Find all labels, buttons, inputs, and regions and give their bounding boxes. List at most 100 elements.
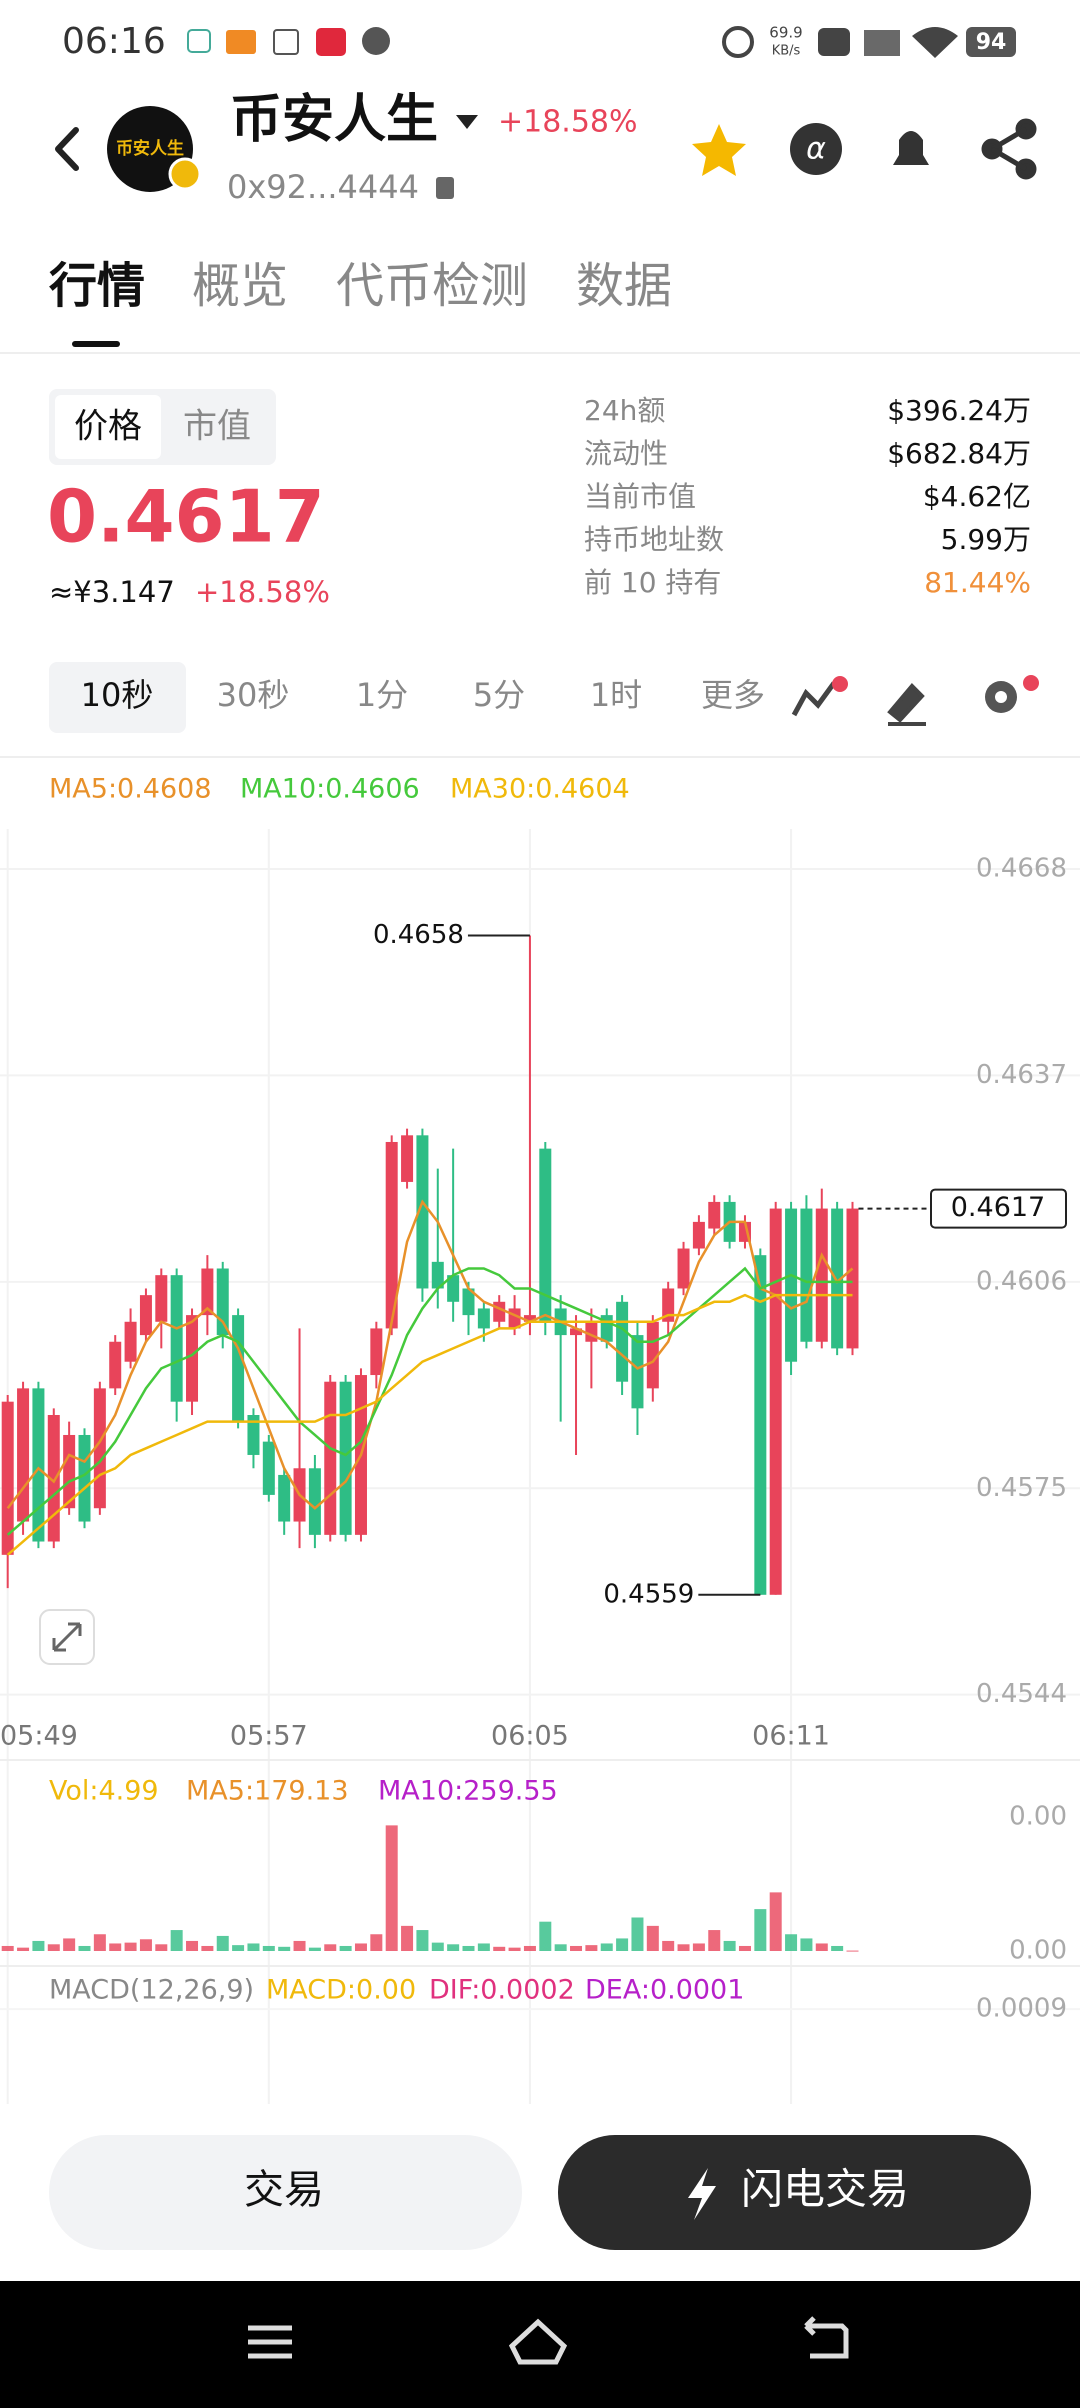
interval-option[interactable]: 30秒 — [217, 676, 290, 714]
toggle-active — [55, 395, 161, 459]
volume-bar — [600, 1943, 613, 1951]
volume-bar — [815, 1943, 828, 1951]
tab[interactable]: 行情 — [49, 258, 145, 314]
candle-body — [708, 1201, 721, 1229]
candle-body — [262, 1441, 275, 1495]
volume-bar — [401, 1925, 414, 1951]
favorite-star[interactable] — [692, 124, 746, 176]
status-time: 06:16 — [62, 21, 166, 62]
toggle-option[interactable]: 价格 — [74, 407, 142, 447]
token-address: 0x92...4444 — [227, 168, 419, 206]
current-price: 0.4617 — [47, 475, 325, 559]
alpha-icon[interactable] — [790, 123, 842, 175]
logo-text: 币安人生 — [116, 138, 184, 159]
volume-bar — [646, 1925, 659, 1951]
trade-button[interactable] — [49, 2135, 522, 2250]
tab[interactable]: 代币检测 — [336, 258, 528, 314]
macd-legend: MACD:0.00 — [266, 1975, 416, 2006]
candle-body — [477, 1308, 490, 1329]
nav-home[interactable] — [508, 2318, 568, 2365]
nav-back[interactable] — [804, 2316, 849, 2359]
volume-bar — [124, 1942, 137, 1951]
volume-bar — [186, 1940, 199, 1951]
candle-body — [339, 1381, 352, 1535]
draw-icon[interactable] — [887, 683, 926, 726]
volume-bar — [554, 1944, 567, 1951]
candle-body — [124, 1321, 137, 1362]
wifi-icon — [912, 27, 958, 58]
candle-body — [63, 1434, 76, 1509]
candle-body — [754, 1255, 767, 1595]
volume-legend: MA5:179.13 — [186, 1776, 349, 1807]
dropdown-icon[interactable] — [456, 115, 478, 129]
net-unit: KB/s — [772, 44, 801, 59]
share-icon[interactable] — [981, 118, 1037, 180]
flash-trade-button[interactable] — [558, 2135, 1031, 2250]
volume-bar — [339, 1945, 352, 1951]
alarm-icon — [722, 26, 754, 58]
candle-body — [662, 1288, 675, 1322]
candle-body — [800, 1208, 813, 1342]
macd-legend: DEA:0.0001 — [585, 1975, 744, 2006]
volume-bar — [462, 1945, 475, 1951]
candle-body — [585, 1321, 598, 1342]
nav-menu[interactable] — [248, 2325, 292, 2359]
interval-option[interactable]: 5分 — [473, 676, 525, 714]
interval-option[interactable]: 10秒 — [81, 676, 154, 714]
back-button[interactable] — [55, 127, 79, 171]
volume-bar — [416, 1930, 429, 1951]
candle-body — [109, 1341, 122, 1389]
volume-bar — [692, 1943, 705, 1951]
candle-body — [47, 1415, 60, 1542]
toggle-option[interactable]: 市值 — [183, 407, 251, 447]
volume-bar — [354, 1943, 367, 1951]
volume-bar — [155, 1944, 168, 1951]
volume-bar — [616, 1938, 629, 1951]
fade — [1040, 660, 1080, 735]
battery-level: 94 — [976, 30, 1007, 55]
tab[interactable]: 概览 — [192, 258, 288, 314]
candle-body — [831, 1208, 844, 1349]
stat-label: 前 10 持有 — [584, 566, 721, 599]
ma-legend: MA10:0.4606 — [240, 774, 420, 805]
battery-icon — [966, 27, 1016, 57]
extreme-label: 0.4658 — [373, 920, 464, 950]
volume-bar — [324, 1944, 337, 1951]
status-icon — [316, 28, 346, 56]
stat-label: 当前市值 — [584, 480, 696, 513]
status-icon — [362, 27, 390, 55]
stat-value: $4.62亿 — [923, 480, 1031, 513]
chain-badge — [168, 157, 202, 191]
interval-option[interactable]: 1时 — [590, 676, 642, 714]
volume-bar — [1, 1945, 14, 1951]
candle-body — [370, 1328, 383, 1376]
volume-bar — [170, 1930, 183, 1951]
volume-bar — [216, 1935, 229, 1951]
x-tick-label: 06:05 — [491, 1721, 569, 1752]
volume-bar — [846, 1950, 859, 1952]
copy-icon[interactable] — [436, 177, 454, 199]
volume-bar — [63, 1938, 76, 1951]
volume-bar — [370, 1934, 383, 1951]
stat-value: 5.99万 — [941, 523, 1031, 556]
interval-option[interactable]: 更多 — [701, 676, 765, 714]
interval-option[interactable]: 1分 — [356, 676, 408, 714]
stat-label: 流动性 — [584, 437, 668, 470]
tab[interactable]: 数据 — [576, 258, 672, 314]
stat-label: 24h额 — [584, 394, 665, 427]
volume-bar — [723, 1940, 736, 1951]
alert-bell[interactable] — [893, 131, 929, 165]
volume-bar — [232, 1945, 245, 1951]
candle-body — [431, 1261, 444, 1289]
ma-legend: MA30:0.4604 — [450, 774, 630, 805]
volume-bar — [570, 1945, 583, 1951]
notice-dot — [832, 676, 848, 692]
candle-body — [401, 1135, 414, 1182]
nav-bar — [0, 2281, 1080, 2408]
candle-body — [78, 1434, 91, 1522]
volume-bar — [78, 1945, 91, 1951]
volume-bar — [677, 1944, 690, 1951]
indicator-icon[interactable] — [791, 681, 837, 717]
last-price-box — [930, 1188, 1067, 1229]
candle-body — [523, 1315, 536, 1322]
